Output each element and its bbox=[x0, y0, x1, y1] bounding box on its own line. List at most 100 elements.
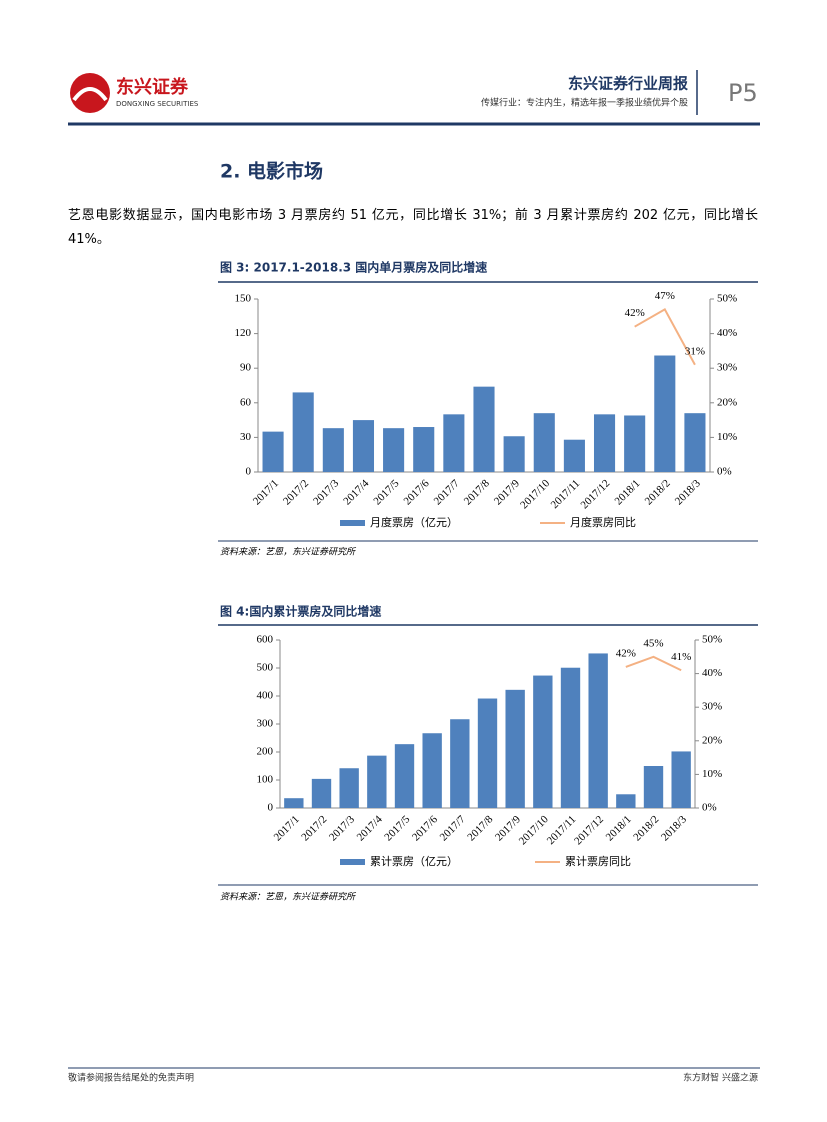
y-tick-label: 120 bbox=[235, 327, 252, 339]
data-label: 41% bbox=[671, 651, 691, 663]
x-tick-label: 2017/10 bbox=[517, 813, 551, 847]
legend-swatch bbox=[340, 520, 365, 526]
y-tick-label: 150 bbox=[235, 293, 252, 305]
data-label: 45% bbox=[643, 637, 663, 649]
y-tick-label: 60 bbox=[240, 396, 252, 408]
x-tick-label: 2017/6 bbox=[410, 813, 440, 843]
y2-tick-label: 10% bbox=[702, 768, 722, 780]
bar bbox=[473, 386, 495, 472]
bar bbox=[262, 431, 284, 472]
bar bbox=[339, 768, 359, 808]
logo-subtext: DONGXING SECURITIES bbox=[116, 100, 199, 108]
y-tick-label: 100 bbox=[257, 774, 274, 786]
x-tick-label: 2017/3 bbox=[311, 477, 341, 507]
bar bbox=[292, 392, 314, 472]
y2-tick-label: 0% bbox=[717, 466, 732, 478]
y2-tick-label: 30% bbox=[702, 701, 722, 713]
y-tick-label: 500 bbox=[257, 662, 274, 674]
legend-label: 累计票房同比 bbox=[565, 855, 631, 868]
x-tick-label: 2017/4 bbox=[341, 477, 371, 507]
y-tick-label: 30 bbox=[240, 431, 252, 443]
bar bbox=[413, 427, 435, 472]
bar bbox=[616, 794, 636, 808]
logo-mark bbox=[72, 87, 108, 102]
data-label: 31% bbox=[685, 345, 705, 357]
x-tick-label: 2017/3 bbox=[327, 813, 357, 843]
x-tick-label: 2018/2 bbox=[643, 477, 673, 507]
y-tick-label: 0 bbox=[268, 802, 274, 814]
legend-label: 累计票房（亿元） bbox=[370, 855, 458, 868]
legend-label: 月度票房（亿元） bbox=[370, 515, 458, 529]
footer-right: 东方财智 兴盛之源 bbox=[683, 1072, 758, 1084]
bar bbox=[450, 719, 470, 808]
y-tick-label: 400 bbox=[257, 690, 274, 702]
line-series bbox=[625, 655, 682, 672]
paragraph: 艺恩电影数据显示，国内电影市场 3 月票房约 51 亿元，同比增长 31%；前 … bbox=[68, 208, 758, 247]
bar bbox=[505, 689, 525, 808]
y-tick-label: 600 bbox=[257, 634, 274, 646]
bar bbox=[311, 778, 332, 808]
bar bbox=[563, 439, 585, 472]
x-tick-label: 2018/2 bbox=[631, 813, 661, 843]
source: 资料来源：艺恩，东兴证券研究所 bbox=[220, 547, 357, 558]
source: 资料来源：艺恩，东兴证券研究所 bbox=[220, 892, 357, 903]
x-tick-label: 2017/12 bbox=[578, 477, 612, 511]
y2-tick-label: 20% bbox=[717, 396, 737, 408]
x-tick-label: 2017/5 bbox=[371, 477, 401, 507]
x-tick-label: 2017/10 bbox=[518, 477, 552, 511]
line-series bbox=[634, 308, 696, 366]
x-tick-label: 2017/11 bbox=[549, 477, 583, 511]
x-tick-label: 2017/5 bbox=[382, 813, 412, 843]
figure-title: 图 4:国内累计票房及同比增速 bbox=[220, 604, 381, 619]
legend-swatch bbox=[340, 859, 365, 865]
bar bbox=[560, 667, 581, 808]
y2-tick-label: 0% bbox=[702, 802, 717, 814]
x-tick-label: 2017/8 bbox=[462, 477, 492, 507]
y2-tick-label: 50% bbox=[717, 293, 737, 305]
page-number: P5 bbox=[728, 79, 758, 107]
bar bbox=[684, 413, 706, 472]
bar bbox=[533, 675, 553, 808]
y-tick-label: 300 bbox=[257, 718, 274, 730]
bar bbox=[367, 755, 387, 808]
y-tick-label: 0 bbox=[246, 466, 252, 478]
bar bbox=[588, 653, 608, 808]
x-tick-label: 2017/11 bbox=[545, 813, 579, 847]
footer-left: 敬请参阅报告结尾处的免责声明 bbox=[68, 1072, 194, 1084]
y-tick-label: 90 bbox=[240, 362, 252, 374]
bar bbox=[477, 698, 498, 808]
bar bbox=[322, 428, 344, 472]
bar bbox=[284, 798, 304, 808]
report-subtitle: 传媒行业：专注内生，精选年报一季报业绩优异个股 bbox=[481, 97, 688, 109]
figure-title: 图 3: 2017.1-2018.3 国内单月票房及同比增速 bbox=[220, 260, 487, 275]
data-label: 42% bbox=[616, 647, 636, 659]
x-tick-label: 2017/7 bbox=[432, 477, 462, 507]
x-tick-label: 2017/12 bbox=[572, 813, 606, 847]
bar bbox=[654, 355, 676, 472]
logo-text: 东兴证券 bbox=[116, 76, 189, 98]
bar bbox=[503, 436, 525, 472]
y-tick-label: 200 bbox=[257, 746, 274, 758]
bar bbox=[443, 414, 465, 472]
y2-tick-label: 10% bbox=[717, 431, 737, 443]
bar bbox=[352, 420, 375, 472]
data-label: 42% bbox=[625, 307, 645, 319]
x-tick-label: 2017/4 bbox=[355, 813, 385, 843]
x-tick-label: 2017/2 bbox=[281, 477, 311, 507]
bar bbox=[593, 414, 616, 472]
x-tick-label: 2017/1 bbox=[272, 813, 302, 843]
x-tick-label: 2017/7 bbox=[438, 813, 468, 843]
section-title: 2. 电影市场 bbox=[220, 160, 323, 183]
x-tick-label: 2018/3 bbox=[673, 477, 703, 507]
x-tick-label: 2018/3 bbox=[659, 813, 689, 843]
bar bbox=[624, 415, 646, 472]
y2-tick-label: 50% bbox=[702, 634, 722, 646]
y2-tick-label: 40% bbox=[717, 327, 737, 339]
legend-label: 月度票房同比 bbox=[570, 515, 636, 529]
logo-icon bbox=[70, 73, 110, 113]
bar bbox=[394, 744, 415, 808]
bar bbox=[533, 413, 555, 472]
bar bbox=[643, 766, 664, 808]
